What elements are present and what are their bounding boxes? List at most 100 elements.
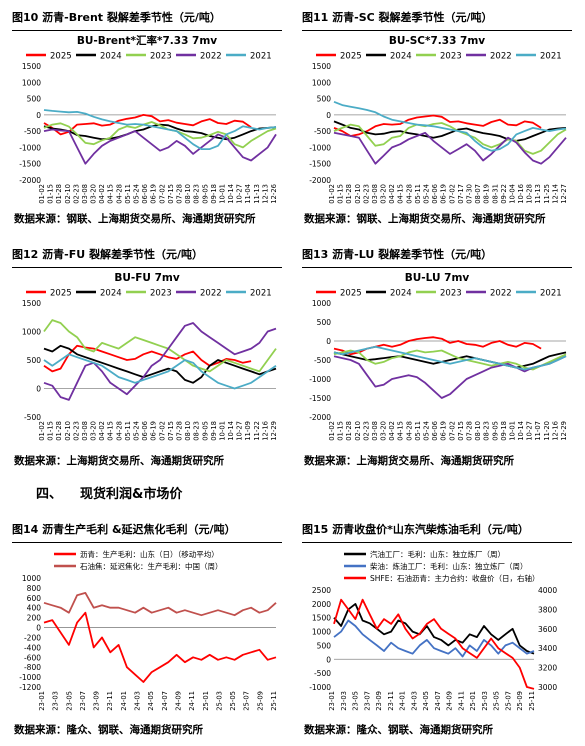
x-tick-label: 08-10 <box>184 421 192 441</box>
series-line <box>43 592 277 617</box>
legend-label: 石油焦：延迟焦化：生产毛利：中国（周） <box>80 561 223 571</box>
y2-tick-label: 3600 <box>538 625 557 634</box>
y2-tick-label: 3800 <box>538 605 557 614</box>
series-line <box>43 322 277 401</box>
series-line <box>43 319 277 373</box>
x-tick-label: 02-23 <box>72 184 80 204</box>
series-line <box>333 345 567 371</box>
series-line <box>333 120 567 142</box>
x-tick-label: 23-11 <box>106 691 114 711</box>
x-tick-label: 03-20 <box>90 184 98 204</box>
y-tick-label: 1500 <box>312 614 331 623</box>
x-tick-label: 12-27 <box>560 184 568 204</box>
x-tick-label: 25-03 <box>481 691 489 711</box>
x-tick-label: 02-23 <box>362 421 370 441</box>
figure-15: 图15 沥青收盘价*山东汽柴炼油毛利（元/吨） 汽油工厂：毛利：山东：独立炼厂（… <box>302 520 572 720</box>
x-tick-label: 12-16 <box>261 421 269 441</box>
y-tick-label: 0 <box>36 385 41 394</box>
x-tick-label: 07-17 <box>457 184 465 204</box>
x-tick-label: 23-09 <box>375 691 383 711</box>
x-tick-label: 23-03 <box>52 691 60 711</box>
caption-rule <box>302 30 572 31</box>
x-tick-label: 10-28 <box>526 184 534 204</box>
x-tick-label: 10-04 <box>508 184 516 204</box>
x-tick-label: 11-13 <box>253 184 261 204</box>
x-tick-label: 24-11 <box>188 691 196 711</box>
x-tick-label: 24-01 <box>120 691 128 711</box>
x-tick-label: 11-09 <box>244 421 252 441</box>
x-tick-label: 03-08 <box>371 184 379 204</box>
figure-11: 图11 沥青-SC 裂解差季节性（元/吨） BU-SC*7.33 7mv 2025… <box>302 8 572 218</box>
x-tick-label: 04-28 <box>115 184 123 204</box>
y-tick-label: -500 <box>24 127 41 136</box>
x-tick-label: 10-01 <box>508 421 516 441</box>
chart-title: BU-Brent*汇率*7.33 7mv <box>77 34 217 47</box>
x-tick-label: 01-02 <box>328 421 336 441</box>
y-tick-label: -500 <box>314 669 331 678</box>
x-tick-label: 05-24 <box>423 184 431 204</box>
y-tick-label: -600 <box>24 653 41 662</box>
legend-label: 2023 <box>150 289 172 299</box>
y2-tick-label: 3000 <box>538 683 557 692</box>
y-tick-label: -1200 <box>19 683 41 692</box>
x-tick-label: 02-10 <box>354 421 362 441</box>
y-tick-label: 1000 <box>312 299 331 308</box>
y-tick-label: 0 <box>36 624 41 633</box>
x-tick-label: 25-01 <box>202 691 210 711</box>
x-tick-label: 07-28 <box>465 421 473 441</box>
y-tick-label: 1500 <box>22 62 41 71</box>
x-tick-label: 24-07 <box>434 691 442 711</box>
x-tick-label: 09-18 <box>210 184 218 204</box>
series-line <box>333 131 567 165</box>
y-tick-label: 0 <box>326 111 331 120</box>
x-tick-label: 25-07 <box>504 691 512 711</box>
y-tick-label: -2000 <box>19 176 41 185</box>
x-tick-label: 07-28 <box>175 184 183 204</box>
y-tick-label: -1500 <box>309 394 331 403</box>
x-tick-label: 25-11 <box>528 691 536 711</box>
x-tick-label: 08-19 <box>483 184 491 204</box>
x-tick-label: 12-29 <box>270 421 278 441</box>
legend-label: 2023 <box>150 52 172 62</box>
x-tick-label: 09-05 <box>201 184 209 204</box>
y-tick-label: 1500 <box>312 62 331 71</box>
x-tick-label: 24-11 <box>457 691 465 711</box>
x-tick-label: 11-07 <box>534 421 542 441</box>
legend-label: 2021 <box>540 52 562 62</box>
x-tick-label: 12-16 <box>551 421 559 441</box>
legend-label: 汽油工厂：毛利：山东：独立炼厂（周） <box>370 549 505 559</box>
legend-label: 2024 <box>100 289 122 299</box>
x-tick-label: 05-11 <box>124 421 132 441</box>
legend-label: 沥青：生产毛利：山东（日）（移动平均） <box>80 549 219 559</box>
x-tick-label: 03-08 <box>81 184 89 204</box>
x-tick-label: 12-26 <box>270 184 278 204</box>
x-tick-label: 06-19 <box>150 184 158 204</box>
figure-caption: 图12 沥青-FU 裂解差季节性（元/吨） <box>12 248 203 261</box>
x-tick-label: 04-28 <box>405 421 413 441</box>
x-tick-label: 01-15 <box>47 184 55 204</box>
figure-caption: 图11 沥青-SC 裂解差季节性（元/吨） <box>302 11 493 24</box>
legend-label: 2025 <box>50 52 72 62</box>
x-tick-label: 06-06 <box>141 184 149 204</box>
legend-label: 2025 <box>340 289 362 299</box>
x-tick-label: 06-19 <box>150 421 158 441</box>
x-tick-label: 04-15 <box>107 184 115 204</box>
legend-label: 2021 <box>250 289 272 299</box>
section-number: 四、 <box>36 487 63 502</box>
x-tick-label: 11-13 <box>534 184 542 204</box>
x-tick-label: 24-03 <box>134 691 142 711</box>
y-tick-label: -1500 <box>309 160 331 169</box>
x-tick-label: 01-02 <box>38 421 46 441</box>
x-tick-label: 06-19 <box>440 184 448 204</box>
x-tick-label: 12-14 <box>551 184 559 204</box>
x-tick-label: 01-02 <box>328 184 336 204</box>
figure-14-source: 数据来源：隆众、钢联、海通期货研究所 <box>14 724 203 736</box>
y-tick-label: 0 <box>326 655 331 664</box>
y-tick-label: -1000 <box>309 375 331 384</box>
x-tick-label: 10-01 <box>218 184 226 204</box>
legend-label: 2022 <box>490 52 512 62</box>
x-tick-label: 08-10 <box>184 184 192 204</box>
x-tick-label: 03-08 <box>371 421 379 441</box>
x-tick-label: 01-28 <box>345 184 353 204</box>
y-tick-label: -200 <box>24 633 41 642</box>
